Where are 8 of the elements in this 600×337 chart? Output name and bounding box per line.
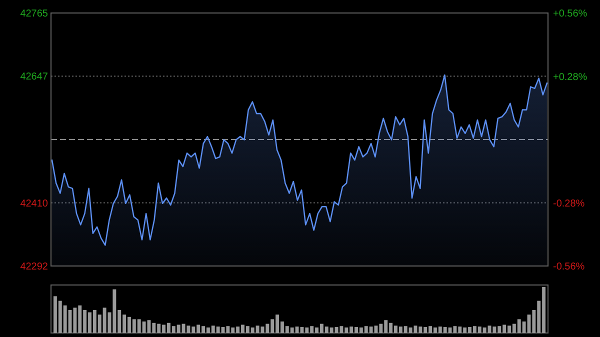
y2-tick-label: +0.28%	[553, 72, 588, 83]
y2-tick-label: +0.56%	[553, 8, 588, 20]
y-tick-label: 42292	[20, 262, 48, 272]
y-tick-label: 42765	[20, 8, 48, 20]
y2-tick-label: -0.56%	[553, 262, 585, 272]
y-tick-label: 42647	[20, 72, 48, 83]
y-tick-label: 42410	[20, 198, 48, 210]
y2-tick-label: -0.28%	[553, 198, 585, 210]
